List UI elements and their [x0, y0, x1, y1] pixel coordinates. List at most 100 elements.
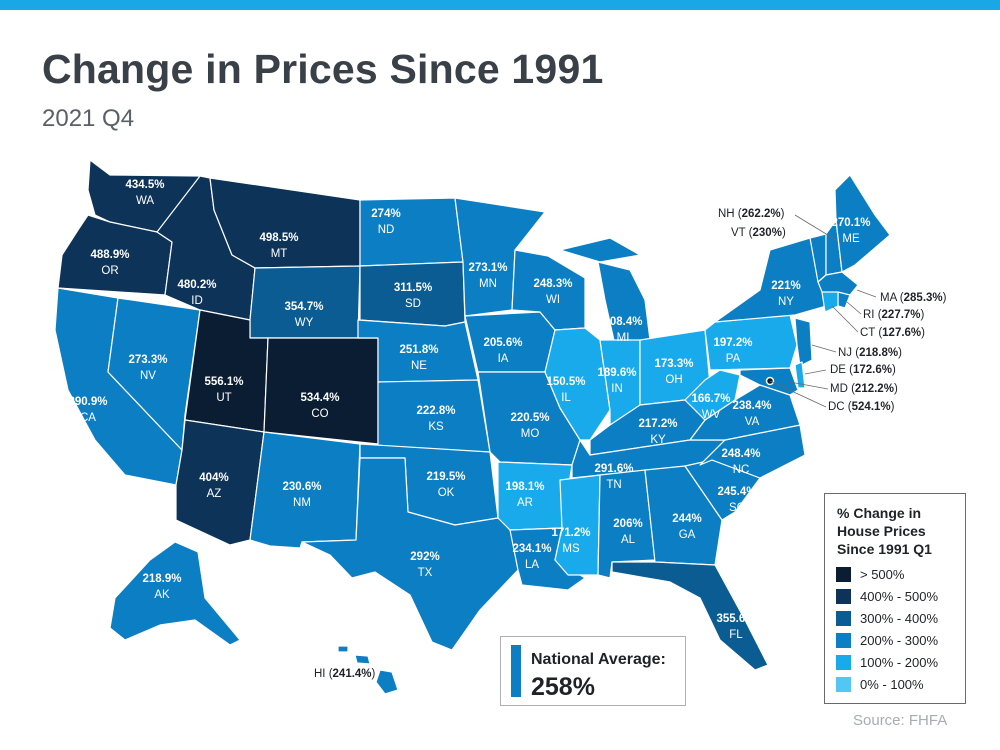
- legend-title-line-2: House Prices: [837, 523, 926, 539]
- legend-swatch: [836, 676, 851, 692]
- callout-labels: NH (262.2%) VT (230%) MA (285.3%) RI (227.7…: [314, 208, 947, 680]
- callout-md: MD (212.2%): [830, 383, 898, 395]
- state-value-ne: 251.8%: [399, 344, 438, 356]
- callout-lines: [769, 214, 877, 408]
- callout-nj: NJ (218.8%): [838, 347, 902, 359]
- national-average-accent: [511, 645, 521, 697]
- state-code-tn: TN: [606, 479, 621, 491]
- state-value-ks: 222.8%: [416, 405, 455, 417]
- callout-line-ct: [831, 305, 859, 333]
- state-code-az: AZ: [207, 488, 222, 500]
- state-code-me: ME: [842, 233, 860, 245]
- state-value-wa: 434.5%: [125, 179, 164, 191]
- state-value-nv: 273.3%: [128, 354, 167, 366]
- state-value-ak: 218.9%: [142, 573, 181, 585]
- legend: % Change in House Prices Since 1991 Q1 >…: [824, 493, 966, 704]
- state-code-wv: WV: [702, 409, 721, 421]
- legend-label: > 500%: [860, 566, 905, 582]
- state-code-ar: AR: [517, 497, 533, 509]
- state-ri: [837, 291, 851, 309]
- legend-label: 100% - 200%: [860, 654, 939, 670]
- state-code-id: ID: [191, 295, 203, 307]
- state-ga: [644, 465, 723, 566]
- state-value-wi: 248.3%: [533, 278, 572, 290]
- state-value-co: 534.4%: [300, 392, 339, 404]
- state-code-ks: KS: [428, 421, 444, 433]
- state-me: [834, 174, 891, 273]
- state-code-in: IN: [611, 383, 623, 395]
- state-code-fl: FL: [729, 629, 743, 641]
- state-code-mi: MI: [617, 332, 630, 344]
- national-average-box: National Average: 258%: [500, 636, 686, 706]
- state-value-oh: 173.3%: [654, 358, 693, 370]
- state-value-sd: 311.5%: [394, 282, 432, 294]
- legend-title-line-3: Since 1991 Q1: [837, 541, 932, 557]
- callout-line-nh: [794, 214, 837, 241]
- callout-nh: NH (262.2%): [718, 208, 785, 220]
- state-value-mo: 220.5%: [510, 412, 549, 424]
- state-value-mt: 498.5%: [259, 232, 298, 244]
- state-value-wv: 166.7%: [691, 393, 730, 405]
- callout-line-ma: [856, 289, 877, 298]
- state-ak: [109, 541, 241, 646]
- callout-dc: DC (524.1%): [828, 401, 895, 413]
- state-value-tn: 291.6%: [594, 463, 633, 475]
- state-mi-up: [559, 237, 641, 263]
- state-code-wi: WI: [546, 294, 560, 306]
- state-value-ok: 219.5%: [426, 471, 465, 483]
- legend-label: 400% - 500%: [860, 588, 939, 604]
- state-value-mn: 273.1%: [468, 262, 507, 274]
- state-value-or: 488.9%: [90, 249, 129, 261]
- state-value-nm: 230.6%: [282, 481, 321, 493]
- state-value-ms: 171.2%: [551, 527, 590, 539]
- callout-line-ri: [846, 301, 862, 315]
- state-code-co: CO: [311, 408, 328, 420]
- callout-de: DE (172.6%): [830, 364, 896, 376]
- state-value-ky: 217.2%: [638, 418, 677, 430]
- state-hi-3: [337, 645, 349, 653]
- legend-item-0-100: 0% - 100%: [836, 675, 924, 693]
- state-code-nv: NV: [140, 370, 156, 382]
- state-value-va: 238.4%: [732, 400, 771, 412]
- state-code-ut: UT: [216, 392, 231, 404]
- callout-line-nj: [811, 344, 837, 353]
- legend-title: % Change in House Prices Since 1991 Q1: [837, 504, 965, 558]
- state-code-or: OR: [101, 265, 118, 277]
- state-value-az: 404%: [199, 472, 228, 484]
- state-fl: [611, 561, 769, 671]
- state-code-la: LA: [525, 559, 539, 571]
- state-value-il: 150.5%: [546, 376, 585, 388]
- state-code-ne: NE: [411, 360, 427, 372]
- state-value-ca: 290.9%: [68, 396, 107, 408]
- callout-ma: MA (285.3%): [880, 292, 947, 304]
- callout-ct: CT (127.6%): [860, 327, 925, 339]
- state-tx: [301, 457, 519, 651]
- state-code-mt: MT: [271, 248, 288, 260]
- callout-line-dc: [769, 380, 827, 408]
- page-subtitle: 2021 Q4: [42, 105, 135, 132]
- page-title: Change in Prices Since 1991: [42, 46, 604, 92]
- state-code-oh: OH: [665, 374, 682, 386]
- legend-swatch: [836, 654, 851, 670]
- state-value-me: 270.1%: [831, 217, 870, 229]
- legend-item-200-300: 200% - 300%: [836, 631, 938, 649]
- state-code-ca: CA: [80, 412, 96, 424]
- legend-swatch: [836, 566, 851, 582]
- state-value-pa: 197.2%: [713, 337, 752, 349]
- state-code-pa: PA: [726, 353, 741, 365]
- state-code-nm: NM: [293, 497, 311, 509]
- legend-swatch: [836, 610, 851, 626]
- legend-item-400-500: 400% - 500%: [836, 587, 938, 605]
- state-value-la: 234.1%: [512, 543, 551, 555]
- national-average-label: National Average:: [531, 651, 666, 668]
- state-hi-2: [354, 654, 371, 665]
- state-code-ky: KY: [650, 434, 666, 446]
- state-value-mi: 208.4%: [603, 316, 642, 328]
- state-code-nc: NC: [733, 464, 750, 476]
- state-value-wy: 354.7%: [284, 301, 323, 313]
- legend-swatch: [836, 588, 851, 604]
- legend-item-gt500: > 500%: [836, 565, 904, 583]
- state-code-al: AL: [621, 534, 636, 546]
- legend-swatch: [836, 632, 851, 648]
